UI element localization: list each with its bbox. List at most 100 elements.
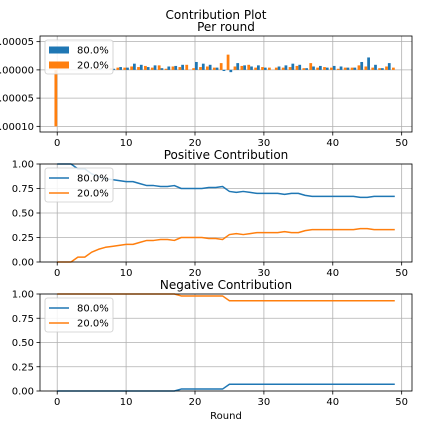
bar-series-a (257, 65, 260, 70)
x-tick-label: 40 (326, 397, 339, 408)
bar-series-a (319, 65, 322, 70)
chart-title: Per round (197, 20, 255, 34)
bar-series-b (178, 67, 182, 70)
bar-series-a (277, 66, 281, 70)
bar-series-b (247, 64, 251, 70)
bar-series-a (167, 66, 171, 70)
bar-series-b (364, 66, 368, 70)
x-tick-label: 0 (54, 138, 60, 149)
bar-series-a (325, 67, 329, 70)
x-tick-label: 30 (258, 397, 271, 408)
y-tick-label: -0.00010 (0, 122, 34, 133)
bar-series-a (174, 65, 178, 70)
bar-series-a (353, 67, 357, 70)
x-axis-label: Round (210, 411, 242, 422)
x-tick-label: 50 (395, 397, 408, 408)
chart-panel-3: Negative Contribution 0 10 20 30 40 50 0.00 0.25… (12, 278, 413, 422)
chart-title: Negative Contribution (160, 278, 292, 292)
bar-series-b (295, 65, 299, 70)
x-tick-label: 20 (189, 268, 202, 279)
y-tick-label: 0.00 (12, 387, 34, 398)
bar-series-a (181, 64, 184, 70)
bar-series-b (268, 67, 271, 70)
y-tick-label: 0.00 (12, 258, 34, 269)
bar-series-b (281, 67, 285, 70)
bar-series-a (332, 65, 336, 70)
bar-series-a (229, 69, 233, 73)
legend-label: 20.0% (77, 319, 109, 330)
series-line-a (57, 163, 395, 199)
y-tick-label: 0.50 (12, 209, 34, 220)
bar-series-b (288, 67, 292, 70)
bar-series-b (343, 67, 347, 70)
bar-series-b (219, 63, 223, 70)
bar-series-a (119, 67, 122, 70)
bar-series-b (274, 67, 278, 70)
bar-series-b (199, 67, 202, 70)
bar-series-b (226, 54, 230, 70)
bar-series-b (302, 68, 306, 70)
y-tick-label: 0.25 (12, 362, 34, 373)
chart-title: Positive Contribution (164, 148, 289, 162)
bar-series-a (346, 67, 350, 70)
bar-series-b (206, 66, 209, 70)
bar-series-b (350, 67, 354, 70)
x-tick-label: 20 (189, 397, 202, 408)
x-tick-label: 0 (54, 268, 60, 279)
y-tick-label: 0.75 (12, 184, 34, 195)
bar-series-a (160, 68, 164, 70)
bar-series-a (374, 64, 377, 70)
x-tick-label: 10 (120, 397, 133, 408)
y-tick-label: 0.00000 (0, 65, 34, 76)
bar-series-b (144, 65, 147, 70)
bar-series-a (126, 67, 129, 70)
x-tick-label: 0 (54, 397, 60, 408)
bar-series-b (171, 66, 175, 70)
bar-series-b (371, 67, 375, 70)
bar-series-b (192, 68, 195, 70)
bar-series-b (137, 67, 140, 70)
y-tick-label: -0.00005 (0, 94, 34, 105)
bar-series-b (157, 65, 161, 70)
bar-series-a (305, 68, 308, 70)
y-tick-label: 0.00005 (0, 37, 34, 48)
bar-series-a (133, 63, 136, 70)
bar-series-a (250, 66, 253, 70)
y-tick-label: 0.25 (12, 233, 34, 244)
bar-series-a (284, 65, 288, 70)
bar-series-a (263, 67, 267, 70)
bar-series-b (357, 65, 361, 70)
chart-panel-2: Positive Contribution 0 10 20 30 40 50 0.00 0.25… (12, 148, 413, 279)
x-tick-label: 50 (395, 268, 408, 279)
bar-series-b (54, 69, 58, 127)
bar-series-a (360, 61, 364, 70)
bar-series-a (291, 63, 295, 70)
bar-series-b (309, 63, 313, 70)
x-tick-label: 40 (326, 268, 339, 279)
bar-series-a (195, 61, 198, 70)
bar-series-b (392, 67, 395, 70)
bar-series-b (385, 66, 388, 70)
bar-series-b (233, 66, 237, 70)
y-tick-label: 0.50 (12, 338, 34, 349)
charts-container: Per round 0 10 20 30 40 50 -0.00010 -0.00005 0.00… (0, 20, 413, 422)
bar-series-b (123, 67, 127, 70)
bar-series-a (153, 65, 157, 70)
axes-frame (39, 35, 413, 133)
legend-label: 20.0% (77, 189, 109, 200)
bar-series-b (336, 68, 340, 70)
x-tick-label: 10 (120, 268, 133, 279)
bar-series-b (323, 67, 326, 70)
bar-series-a (339, 66, 343, 70)
bar-series-b (212, 67, 216, 70)
bar-series-a (367, 57, 370, 70)
bar-series-a (201, 63, 205, 70)
y-tick-label: 0.75 (12, 314, 34, 325)
x-tick-label: 50 (395, 138, 408, 149)
legend-swatch (49, 46, 69, 54)
x-tick-label: 40 (326, 138, 339, 149)
bar-series-a (146, 67, 150, 70)
bar-series-b (185, 64, 189, 70)
legend-label: 80.0% (77, 174, 109, 185)
x-tick-label: 30 (258, 268, 271, 279)
